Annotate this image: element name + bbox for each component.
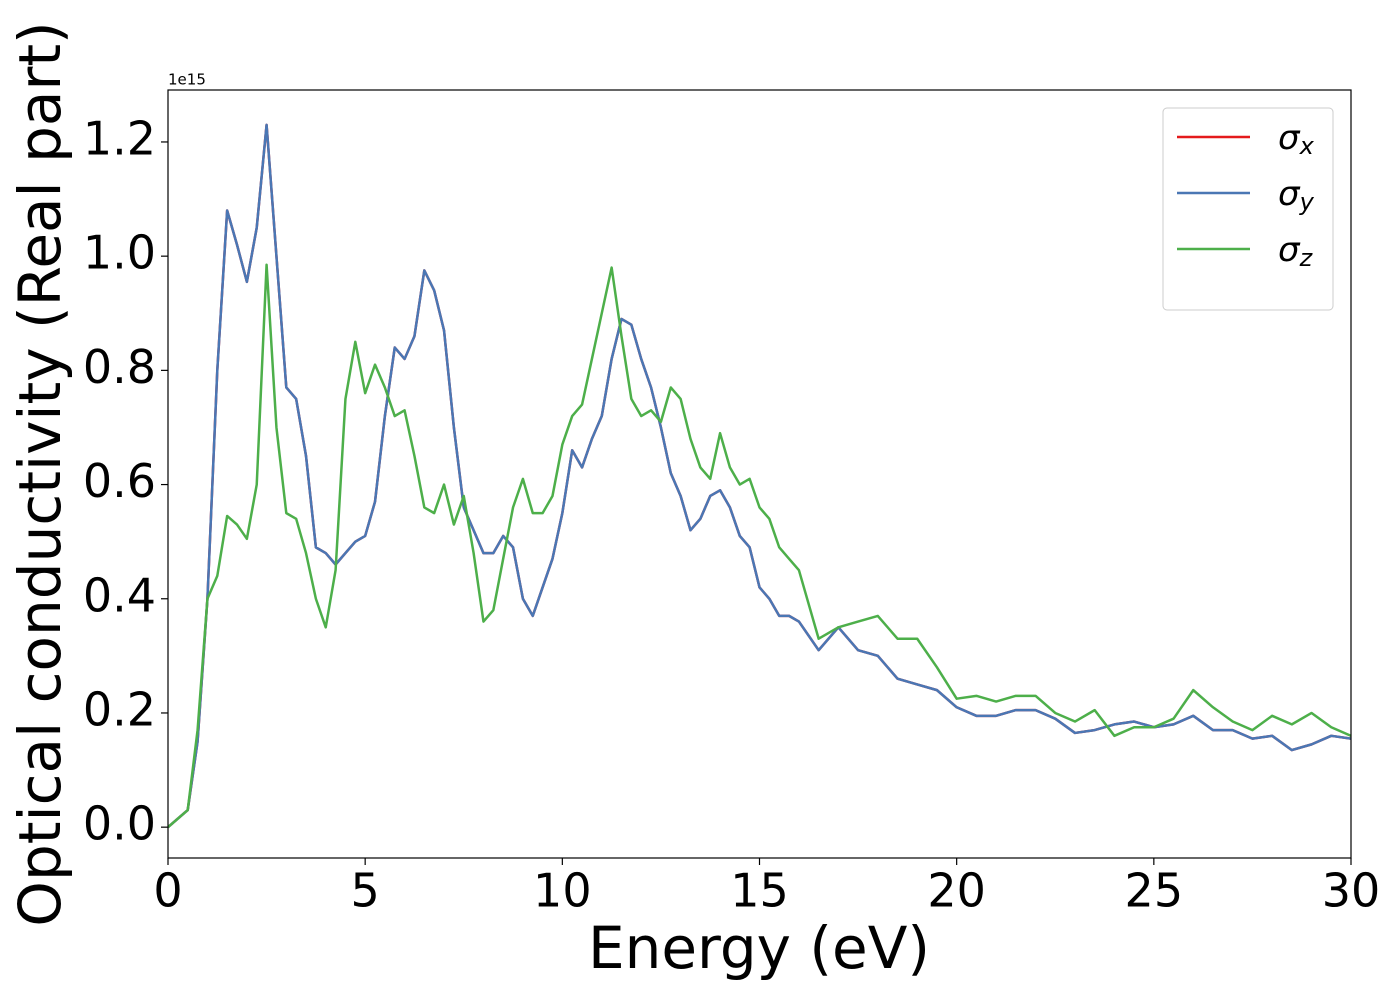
x-tick-label: 20 (927, 864, 986, 918)
y-tick-label: 0.8 (83, 340, 156, 394)
y-tick-label: 0.4 (83, 568, 156, 622)
legend-box (1162, 107, 1334, 311)
y-tick-label: 0.2 (83, 682, 156, 736)
y-tick-label: 0.6 (83, 454, 156, 508)
x-tick-label: 0 (153, 864, 182, 918)
offset-label: 1e15 (168, 71, 206, 89)
y-axis-label: Optical conductivity (Real part) (6, 21, 74, 926)
y-tick-label: 1.2 (83, 111, 156, 165)
y-tick-label: 0.0 (83, 797, 156, 851)
series-line (168, 123, 1351, 829)
y-tick-label: 1.0 (83, 226, 156, 280)
plot-frame (167, 89, 1352, 859)
series-line (168, 263, 1351, 829)
x-tick-label: 30 (1322, 864, 1381, 918)
x-tick-label: 10 (533, 864, 592, 918)
legend-label: σy (1278, 174, 1315, 217)
legend-label: σz (1278, 230, 1314, 273)
x-axis-label: Energy (eV) (588, 914, 930, 982)
x-tick-label: 5 (351, 864, 380, 918)
legend-label: σx (1278, 118, 1315, 161)
x-tick-label: 25 (1125, 864, 1184, 918)
x-tick-label: 15 (730, 864, 789, 918)
